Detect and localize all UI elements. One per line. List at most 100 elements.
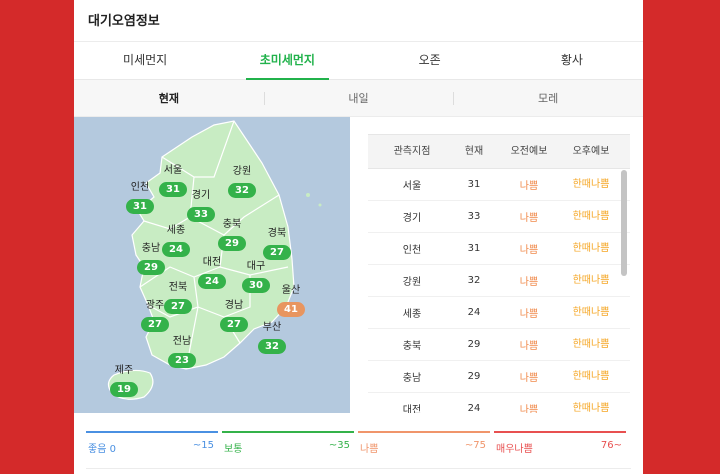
region-name: 경남: [224, 300, 244, 311]
region-value: 30: [242, 278, 270, 293]
table-row: 서울 31 나쁨 한때나쁨: [368, 169, 630, 201]
cell-am: 나쁨: [519, 213, 539, 224]
cell-am: 나쁨: [519, 341, 539, 352]
cell-site: 강원: [402, 277, 422, 288]
legend-bad: 나쁨 ~75: [358, 431, 490, 455]
region-jeonbuk[interactable]: 전북 27: [158, 282, 198, 314]
region-value: 31: [159, 182, 187, 197]
tab-tomorrow[interactable]: 내일: [263, 80, 454, 116]
region-chungnam[interactable]: 충남 29: [131, 243, 171, 275]
region-daejeon[interactable]: 대전 24: [192, 257, 232, 289]
region-gwangju[interactable]: 광주 27: [135, 300, 175, 332]
region-name: 서울: [163, 165, 183, 176]
region-ulsan[interactable]: 울산 41: [271, 285, 311, 317]
cell-site: 충북: [402, 341, 422, 352]
region-value: 27: [220, 317, 248, 332]
legend-label: 매우나쁨: [496, 444, 533, 455]
region-name: 인천: [130, 182, 150, 193]
tab-today[interactable]: 현재: [158, 92, 179, 105]
region-value: 27: [141, 317, 169, 332]
tab-pm25[interactable]: 초미세먼지: [216, 42, 358, 80]
cell-site: 서울: [402, 181, 422, 192]
header-am: 오전예보: [510, 146, 548, 157]
region-gyeongnam[interactable]: 경남 27: [214, 300, 254, 332]
cell-site: 대전: [402, 405, 422, 413]
tab-yellow-dust[interactable]: 황사: [560, 53, 583, 67]
region-name: 대전: [202, 257, 222, 268]
header-pm: 오후예보: [572, 146, 610, 157]
table-header: 관측지점 현재 오전예보 오후예보: [368, 134, 630, 169]
region-incheon[interactable]: 인천 31: [120, 182, 160, 214]
legend-range: ~35: [328, 440, 350, 451]
region-value: 29: [218, 236, 246, 251]
cell-now: 33: [467, 211, 481, 222]
region-name: 충남: [141, 243, 161, 254]
cell-pm: 한때나쁨: [572, 242, 610, 254]
region-name: 경기: [191, 190, 211, 201]
cell-now: 31: [467, 179, 481, 190]
table-row: 경기 33 나쁨 한때나쁨: [368, 201, 630, 233]
region-name: 충북: [222, 219, 242, 230]
cell-am: 나쁨: [519, 309, 539, 320]
table-row: 충남 29 나쁨 한때나쁨: [368, 361, 630, 393]
region-value: 24: [198, 274, 226, 289]
cell-pm: 한때나쁨: [572, 402, 610, 414]
legend-normal: 보통 ~35: [222, 431, 354, 455]
table-row: 인천 31 나쁨 한때나쁨: [368, 233, 630, 265]
region-gyeongbuk[interactable]: 경북 27: [257, 228, 297, 260]
cell-now: 24: [467, 403, 481, 413]
day-tabs: 현재 내일 모레: [74, 80, 643, 117]
legend-label: 좋음 0: [88, 444, 116, 455]
legend-label: 보통: [224, 444, 243, 455]
legend: 좋음 0 ~15 보통 ~35 나쁨 ~75 매우나쁨 76~: [86, 431, 626, 455]
air-quality-card: 대기오염정보 미세먼지 초미세먼지 오존 황사 현재 내일 모레 서울 31 강…: [74, 0, 643, 474]
legend-range: ~15: [192, 440, 214, 451]
legend-range: 76~: [600, 440, 622, 451]
tab-pm10[interactable]: 미세먼지: [123, 53, 168, 67]
region-name: 경북: [267, 228, 287, 239]
region-seoul[interactable]: 서울 31: [153, 165, 193, 197]
region-name: 대구: [246, 261, 266, 272]
tab-ozone[interactable]: 오존: [418, 53, 441, 67]
region-gyeonggi[interactable]: 경기 33: [181, 190, 221, 222]
region-chungbuk[interactable]: 충북 29: [212, 219, 252, 251]
cell-pm: 한때나쁨: [572, 210, 610, 222]
table-row: 세종 24 나쁨 한때나쁨: [368, 297, 630, 329]
region-busan[interactable]: 부산 32: [252, 322, 292, 354]
cell-now: 32: [467, 275, 481, 286]
table-scrollbar[interactable]: [621, 170, 627, 276]
region-value: 41: [277, 302, 305, 317]
region-gangwon[interactable]: 강원 32: [222, 166, 262, 198]
korea-map: 서울 31 강원 32 인천 31 경기 33 충북 29 세종 24 경북 2…: [74, 117, 350, 413]
cell-site: 경기: [402, 213, 422, 224]
legend-range: ~75: [464, 440, 486, 451]
cell-am: 나쁨: [519, 277, 539, 288]
cell-pm: 한때나쁨: [572, 338, 610, 350]
table-row: 대전 24 나쁨 한때나쁨: [368, 393, 630, 414]
region-name: 전북: [168, 282, 188, 293]
legend-very-bad: 매우나쁨 76~: [494, 431, 626, 455]
cell-pm: 한때나쁨: [572, 370, 610, 382]
divider: [86, 468, 631, 469]
cell-site: 충남: [402, 373, 422, 384]
tab-day-after[interactable]: 모레: [453, 80, 643, 116]
legend-good: 좋음 0 ~15: [86, 431, 218, 455]
region-name: 제주: [114, 365, 134, 376]
page-title: 대기오염정보: [88, 14, 160, 29]
region-jeju[interactable]: 제주 19: [104, 365, 144, 397]
region-jeonnam[interactable]: 전남 23: [162, 336, 202, 368]
header-now: 현재: [464, 146, 484, 157]
table-row: 강원 32 나쁨 한때나쁨: [368, 265, 630, 297]
cell-site: 세종: [402, 309, 422, 320]
region-sejong[interactable]: 세종 24: [156, 225, 196, 257]
region-value: 19: [110, 382, 138, 397]
forecast-table[interactable]: 관측지점 현재 오전예보 오후예보 서울 31 나쁨 한때나쁨 경기 33 나쁨…: [368, 134, 630, 413]
region-daegu[interactable]: 대구 30: [236, 261, 276, 293]
region-name: 광주: [145, 300, 165, 311]
pollutant-tabs: 미세먼지 초미세먼지 오존 황사: [74, 42, 643, 80]
region-value: 31: [126, 199, 154, 214]
table-row: 충북 29 나쁨 한때나쁨: [368, 329, 630, 361]
cell-now: 29: [467, 371, 481, 382]
region-value: 27: [263, 245, 291, 260]
cell-pm: 한때나쁨: [572, 274, 610, 286]
